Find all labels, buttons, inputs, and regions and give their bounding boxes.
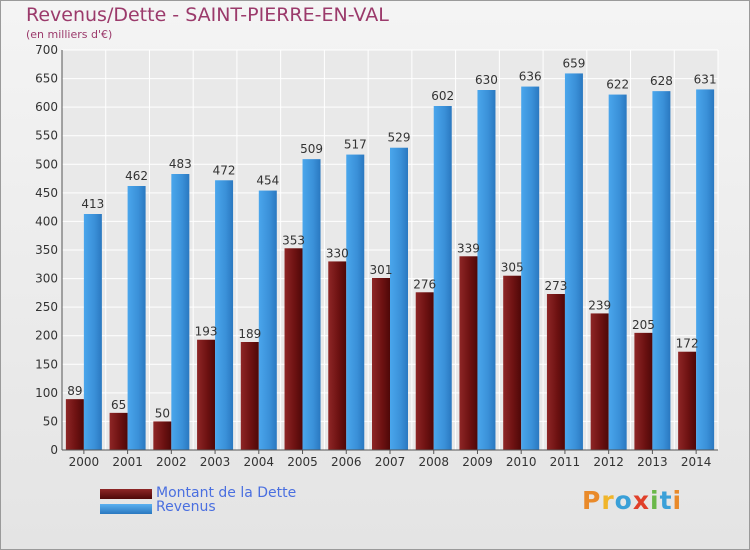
data-label-revenue-2007: 529 <box>388 131 411 145</box>
legend-swatch-revenue <box>100 504 152 514</box>
data-label-revenue-2005: 509 <box>300 142 323 156</box>
chart-title: Revenus/Dette - SAINT-PIERRE-EN-VAL <box>26 4 389 26</box>
y-tick-label: 150 <box>35 357 58 371</box>
bar-revenue-2012 <box>608 94 627 451</box>
bar-revenue-2013 <box>652 91 671 451</box>
data-label-debt-2007: 301 <box>370 263 393 277</box>
bar-revenue-2001 <box>127 186 146 450</box>
bar-revenue-2005 <box>302 159 321 450</box>
x-tick-label-2010: 2010 <box>506 455 537 469</box>
bar-revenue-2003 <box>215 180 234 451</box>
data-label-debt-2011: 273 <box>544 279 567 293</box>
data-label-debt-2014: 172 <box>676 337 699 351</box>
legend-label-debt: Montant de la Dette <box>156 485 297 501</box>
data-label-debt-2013: 205 <box>632 318 655 332</box>
bar-debt-2011 <box>546 294 565 450</box>
y-tick-label: 200 <box>35 329 58 343</box>
bar-revenue-2009 <box>477 90 496 450</box>
x-tick-label-2013: 2013 <box>637 455 668 469</box>
y-tick-label: 0 <box>50 443 58 457</box>
data-label-revenue-2012: 622 <box>606 78 629 92</box>
bar-revenue-2000 <box>83 214 102 450</box>
y-tick-label: 650 <box>35 72 58 86</box>
bar-debt-2009 <box>459 256 478 450</box>
bar-debt-2014 <box>678 351 697 450</box>
bar-revenue-2014 <box>696 89 715 450</box>
y-tick-label: 50 <box>43 414 58 428</box>
data-label-revenue-2001: 462 <box>125 169 148 183</box>
x-tick-label-2009: 2009 <box>462 455 493 469</box>
proxiti-logo: Proxiti <box>582 486 683 515</box>
data-label-revenue-2009: 630 <box>475 73 498 87</box>
bar-revenue-2004 <box>258 190 277 451</box>
legend-swatch-debt <box>100 489 152 499</box>
y-tick-label: 600 <box>35 100 58 114</box>
x-tick-label-2008: 2008 <box>418 455 449 469</box>
data-label-debt-2001: 65 <box>111 398 126 412</box>
y-tick-label: 350 <box>35 243 58 257</box>
data-label-revenue-2002: 483 <box>169 157 192 171</box>
bar-revenue-2007 <box>390 147 408 450</box>
legend-label-revenue: Revenus <box>156 499 216 515</box>
data-label-debt-2012: 239 <box>588 298 611 312</box>
y-tick-label: 300 <box>35 272 58 286</box>
x-tick-label-2005: 2005 <box>287 455 318 469</box>
x-tick-label-2000: 2000 <box>69 455 100 469</box>
bar-revenue-2010 <box>521 86 540 451</box>
data-label-revenue-2011: 659 <box>562 56 585 70</box>
y-tick-label: 550 <box>35 129 58 143</box>
data-label-debt-2000: 89 <box>67 384 82 398</box>
data-label-debt-2010: 305 <box>501 261 524 275</box>
chart-subtitle: (en milliers d'€) <box>26 28 113 41</box>
bar-revenue-2011 <box>564 73 583 450</box>
data-label-debt-2008: 276 <box>413 277 436 291</box>
bar-debt-2005 <box>284 248 303 450</box>
bar-revenue-2006 <box>346 154 365 451</box>
data-label-revenue-2013: 628 <box>650 74 673 88</box>
data-label-debt-2002: 50 <box>155 406 170 420</box>
x-tick-label-2014: 2014 <box>681 455 712 469</box>
data-label-debt-2006: 330 <box>326 246 349 260</box>
data-label-revenue-2004: 454 <box>256 174 279 188</box>
x-tick-label-2012: 2012 <box>593 455 624 469</box>
x-tick-label-2007: 2007 <box>375 455 406 469</box>
bar-revenue-2002 <box>171 174 190 450</box>
bar-debt-2003 <box>197 339 216 450</box>
x-tick-label-2011: 2011 <box>550 455 581 469</box>
x-tick-label-2001: 2001 <box>112 455 143 469</box>
y-tick-label: 100 <box>35 386 58 400</box>
bar-debt-2008 <box>415 292 434 450</box>
data-label-debt-2009: 339 <box>457 241 480 255</box>
bar-revenue-2008 <box>433 106 452 450</box>
y-tick-label: 500 <box>35 157 58 171</box>
bar-debt-2000 <box>65 399 84 450</box>
data-label-debt-2003: 193 <box>195 325 218 339</box>
x-tick-label-2003: 2003 <box>200 455 231 469</box>
data-label-debt-2005: 353 <box>282 233 305 247</box>
x-tick-label-2004: 2004 <box>244 455 275 469</box>
data-label-revenue-2010: 636 <box>519 70 542 84</box>
bar-debt-2007 <box>372 278 390 450</box>
bar-debt-2002 <box>153 421 172 450</box>
bar-debt-2001 <box>109 412 128 450</box>
y-tick-label: 250 <box>35 300 58 314</box>
y-tick-label: 400 <box>35 214 58 228</box>
bar-debt-2004 <box>240 342 259 450</box>
y-tick-label: 450 <box>35 186 58 200</box>
bar-debt-2013 <box>634 332 653 450</box>
data-label-revenue-2008: 602 <box>431 89 454 103</box>
bar-debt-2006 <box>328 261 347 450</box>
x-tick-label-2002: 2002 <box>156 455 187 469</box>
bar-debt-2010 <box>503 275 522 450</box>
data-label-revenue-2003: 472 <box>213 163 236 177</box>
y-tick-label: 700 <box>35 43 58 57</box>
bar-debt-2012 <box>590 313 609 450</box>
data-label-debt-2004: 189 <box>238 327 261 341</box>
x-tick-label-2006: 2006 <box>331 455 362 469</box>
data-label-revenue-2000: 413 <box>81 197 104 211</box>
data-label-revenue-2014: 631 <box>694 72 717 86</box>
data-label-revenue-2006: 517 <box>344 138 367 152</box>
